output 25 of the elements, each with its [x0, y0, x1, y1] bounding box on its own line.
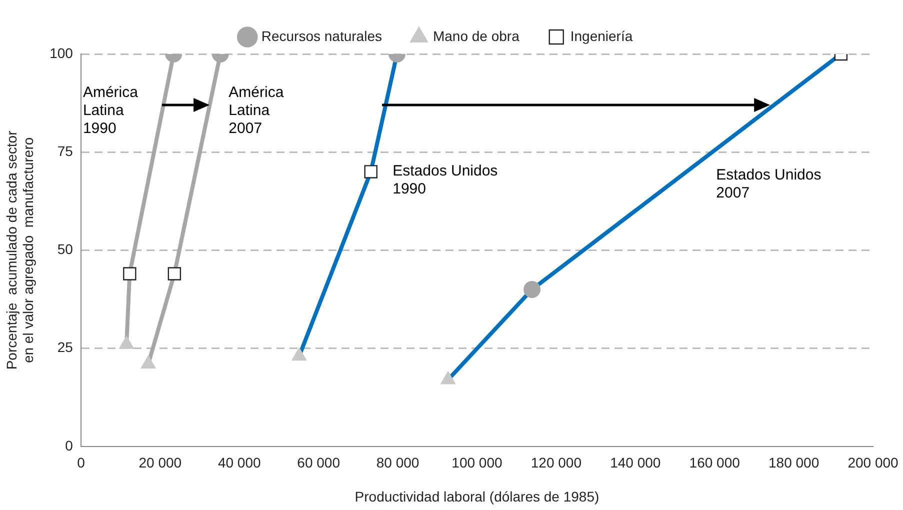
y-axis-title: Porcentaje acumulado de cada sector en el valor agregado manufacturero — [3, 130, 36, 370]
legend-label: Recursos naturales — [261, 28, 382, 44]
annotation: América Latina 1990 — [82, 84, 139, 138]
x-tick-label: 100 000 — [452, 454, 502, 471]
y-tick-label: 50 — [57, 241, 74, 258]
y-tick-label: 0 — [65, 437, 74, 454]
x-tick-label: 180 000 — [768, 454, 820, 471]
x-tick-label: 140 000 — [610, 454, 661, 471]
y-tick-label: 75 — [57, 142, 74, 159]
x-tick-label: 60 000 — [297, 454, 340, 471]
x-tick-label: 40 000 — [218, 454, 261, 471]
x-tick-label: 80 000 — [376, 454, 420, 471]
x-tick-label: 0 — [77, 454, 86, 471]
x-tick-label: 20 000 — [138, 454, 182, 471]
y-tick-label: 25 — [57, 339, 74, 356]
x-axis-title: Productividad laboral (dólares de 1985) — [354, 488, 600, 504]
x-tick-label: 160 000 — [689, 454, 740, 471]
annotation: Estados Unidos 1990 — [392, 162, 498, 198]
x-tick-label: 200 000 — [848, 454, 899, 471]
legend-label: Mano de obra — [432, 28, 520, 44]
annotation: América Latina 2007 — [228, 84, 284, 138]
annotation: Estados Unidos 2007 — [716, 166, 822, 202]
x-tick-label: 120 000 — [530, 454, 582, 471]
legend-label: Ingeniería — [570, 28, 633, 44]
y-tick-label: 100 — [50, 44, 74, 61]
